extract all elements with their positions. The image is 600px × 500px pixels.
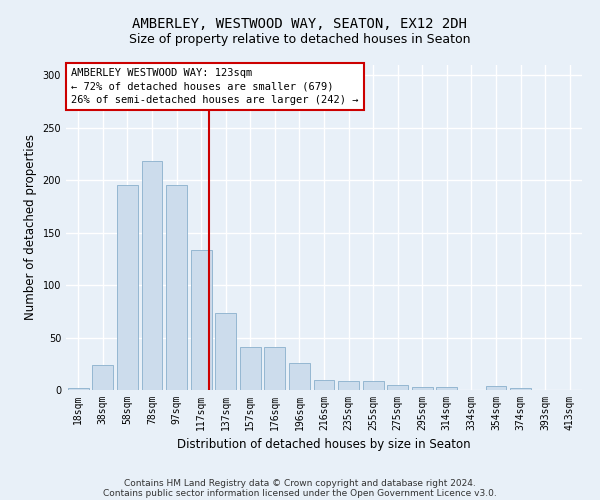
X-axis label: Distribution of detached houses by size in Seaton: Distribution of detached houses by size … (177, 438, 471, 452)
Bar (436, 387, 457, 390)
Bar (412, 387, 433, 390)
Bar (215, 314, 236, 390)
Bar (387, 385, 408, 390)
Bar (510, 388, 531, 390)
Bar (338, 380, 359, 390)
Text: Size of property relative to detached houses in Seaton: Size of property relative to detached ho… (129, 32, 471, 46)
Bar (314, 380, 334, 390)
Bar (289, 362, 310, 390)
Bar (142, 162, 163, 390)
Bar (191, 250, 212, 390)
Bar (117, 184, 138, 390)
Bar (485, 386, 506, 390)
Bar (240, 347, 261, 390)
Y-axis label: Number of detached properties: Number of detached properties (24, 134, 37, 320)
Bar (92, 365, 113, 390)
Bar (362, 380, 383, 390)
Text: Contains HM Land Registry data © Crown copyright and database right 2024.: Contains HM Land Registry data © Crown c… (124, 478, 476, 488)
Bar (68, 388, 89, 390)
Text: AMBERLEY WESTWOOD WAY: 123sqm
← 72% of detached houses are smaller (679)
26% of : AMBERLEY WESTWOOD WAY: 123sqm ← 72% of d… (71, 68, 359, 104)
Bar (166, 184, 187, 390)
Text: AMBERLEY, WESTWOOD WAY, SEATON, EX12 2DH: AMBERLEY, WESTWOOD WAY, SEATON, EX12 2DH (133, 18, 467, 32)
Text: Contains public sector information licensed under the Open Government Licence v3: Contains public sector information licen… (103, 488, 497, 498)
Bar (265, 347, 286, 390)
